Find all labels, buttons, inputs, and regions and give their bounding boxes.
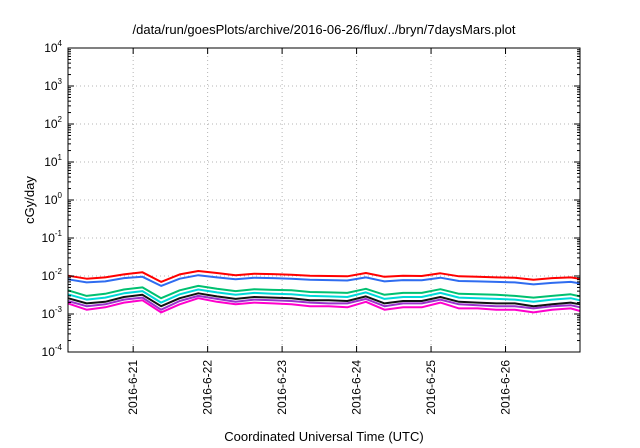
y-tick-label: 10-4	[42, 343, 63, 359]
chart-title: /data/run/goesPlots/archive/2016-06-26/f…	[133, 22, 516, 37]
y-axis-title: cGy/day	[22, 176, 37, 224]
y-tick-label: 10-3	[42, 305, 63, 321]
series-line-1	[67, 270, 581, 283]
series-line-7	[67, 297, 581, 314]
y-tick-label: 103	[44, 77, 62, 93]
x-tick-label: 2016-6-21	[126, 360, 140, 415]
y-tick-label: 100	[44, 191, 62, 207]
y-axis: 104 103 102 101 100 10-1 10-2 10-3 10-4	[42, 39, 580, 359]
y-tick-label: 104	[44, 39, 62, 55]
x-axis: 2016-6-21 2016-6-22 2016-6-23 2016-6-24 2016…	[126, 48, 513, 415]
x-tick-label: 2016-6-25	[424, 360, 438, 415]
series-line-6	[67, 294, 581, 311]
x-tick-label: 2016-6-26	[499, 360, 513, 415]
series-line-3	[67, 284, 581, 300]
series-group	[67, 270, 581, 314]
y-tick-label: 10-1	[42, 229, 63, 245]
x-tick-label: 2016-6-23	[275, 360, 289, 415]
series-line-4	[67, 288, 581, 304]
series-line-5	[67, 292, 581, 308]
x-tick-label: 2016-6-24	[350, 360, 364, 415]
series-line-2	[67, 274, 581, 287]
y-tick-label: 10-2	[42, 267, 63, 283]
x-axis-title: Coordinated Universal Time (UTC)	[224, 429, 423, 444]
x-tick-label: 2016-6-22	[201, 360, 215, 415]
y-tick-label: 102	[44, 115, 62, 131]
y-tick-label: 101	[44, 153, 62, 169]
